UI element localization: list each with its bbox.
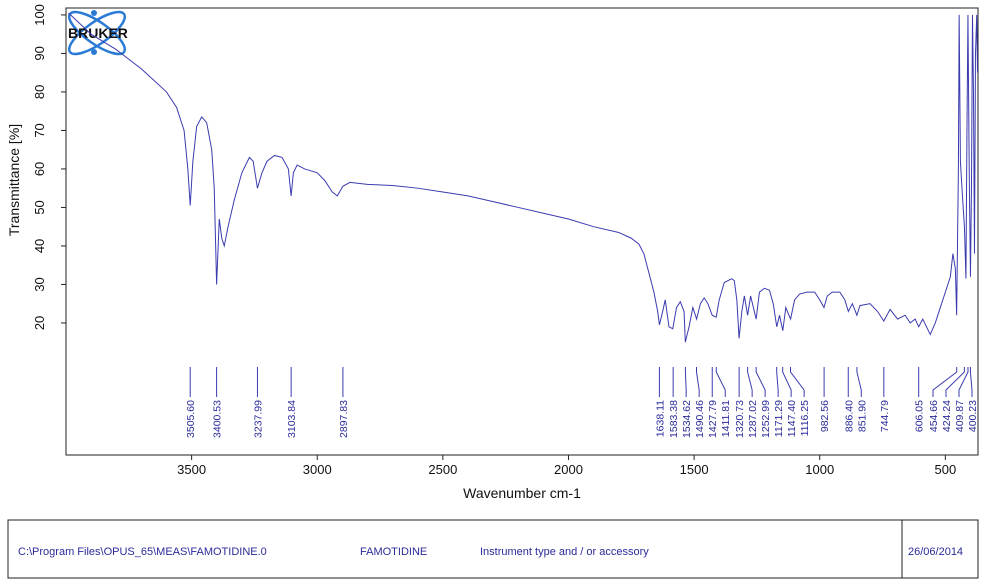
peak-marker	[747, 367, 753, 397]
footer-file: C:\Program Files\OPUS_65\MEAS\FAMOTIDINE…	[18, 546, 267, 558]
peak-label: 400.23	[967, 400, 979, 432]
y-tick-label: 60	[32, 162, 47, 176]
peak-label: 409.87	[954, 400, 966, 432]
peak-label: 1411.81	[720, 400, 732, 437]
y-tick-label: 50	[32, 200, 47, 214]
peak-label: 3505.60	[185, 400, 197, 438]
peak-marker	[684, 367, 687, 397]
y-tick-label: 80	[32, 85, 47, 99]
peak-label: 886.40	[843, 400, 855, 432]
peak-label: 1116.25	[799, 400, 811, 437]
footer-sample: FAMOTIDINE	[360, 546, 427, 558]
y-tick-label: 70	[32, 123, 47, 137]
peak-label: 3400.53	[212, 400, 224, 438]
peak-label: 851.90	[856, 400, 868, 432]
peak-label: 3103.84	[286, 400, 298, 438]
footer-date: 26/06/2014	[908, 546, 963, 558]
x-axis-label: Wavenumber cm-1	[463, 485, 581, 501]
x-tick-label: 3500	[177, 462, 206, 477]
peak-label: 1171.29	[773, 400, 785, 437]
peak-marker	[856, 367, 862, 397]
peak-label: 1427.79	[707, 400, 719, 438]
peak-label: 744.79	[879, 400, 891, 432]
peak-label: 1287.02	[747, 400, 759, 438]
peak-label: 3237.99	[252, 400, 264, 438]
peak-label: 2897.83	[338, 400, 350, 438]
peak-label: 606.05	[914, 400, 926, 432]
peak-marker	[782, 367, 792, 397]
x-tick-label: 2500	[428, 462, 457, 477]
peak-marker	[932, 367, 958, 397]
peak-marker	[776, 367, 779, 397]
peak-marker	[790, 367, 805, 397]
footer-box	[7, 519, 979, 579]
peak-label: 1252.99	[760, 400, 772, 438]
peak-label: 1490.46	[694, 400, 706, 438]
peak-marker	[755, 367, 766, 397]
peak-label: 454.66	[928, 400, 940, 432]
peak-marker	[969, 367, 973, 397]
peak-label: 1320.73	[734, 400, 746, 438]
peak-label: 982.56	[819, 400, 831, 432]
x-tick-label: 2000	[554, 462, 583, 477]
plot-frame	[65, 7, 979, 456]
peak-label: 424.24	[941, 400, 953, 432]
peak-label: 1583.38	[668, 400, 680, 438]
peak-marker	[945, 367, 965, 397]
x-tick-label: 1000	[805, 462, 834, 477]
spectrum-line	[68, 12, 978, 343]
x-tick-label: 3000	[303, 462, 332, 477]
peak-label: 1147.40	[786, 400, 798, 437]
peak-marker	[715, 367, 726, 397]
peak-marker	[695, 367, 700, 397]
y-tick-label: 90	[32, 46, 47, 60]
x-tick-label: 1500	[680, 462, 709, 477]
y-tick-label: 30	[32, 277, 47, 291]
y-axis-label: Transmittance [%]	[6, 124, 22, 236]
peak-marker	[958, 367, 969, 397]
y-tick-label: 20	[32, 316, 47, 330]
x-tick-label: 500	[934, 462, 956, 477]
y-tick-label: 40	[32, 239, 47, 253]
footer-instrument: Instrument type and / or accessory	[480, 546, 649, 558]
y-tick-label: 100	[32, 4, 47, 26]
logo-text: BRUKER	[68, 25, 128, 41]
peak-label: 1638.11	[654, 400, 666, 437]
peak-label: 1534.62	[681, 400, 693, 438]
